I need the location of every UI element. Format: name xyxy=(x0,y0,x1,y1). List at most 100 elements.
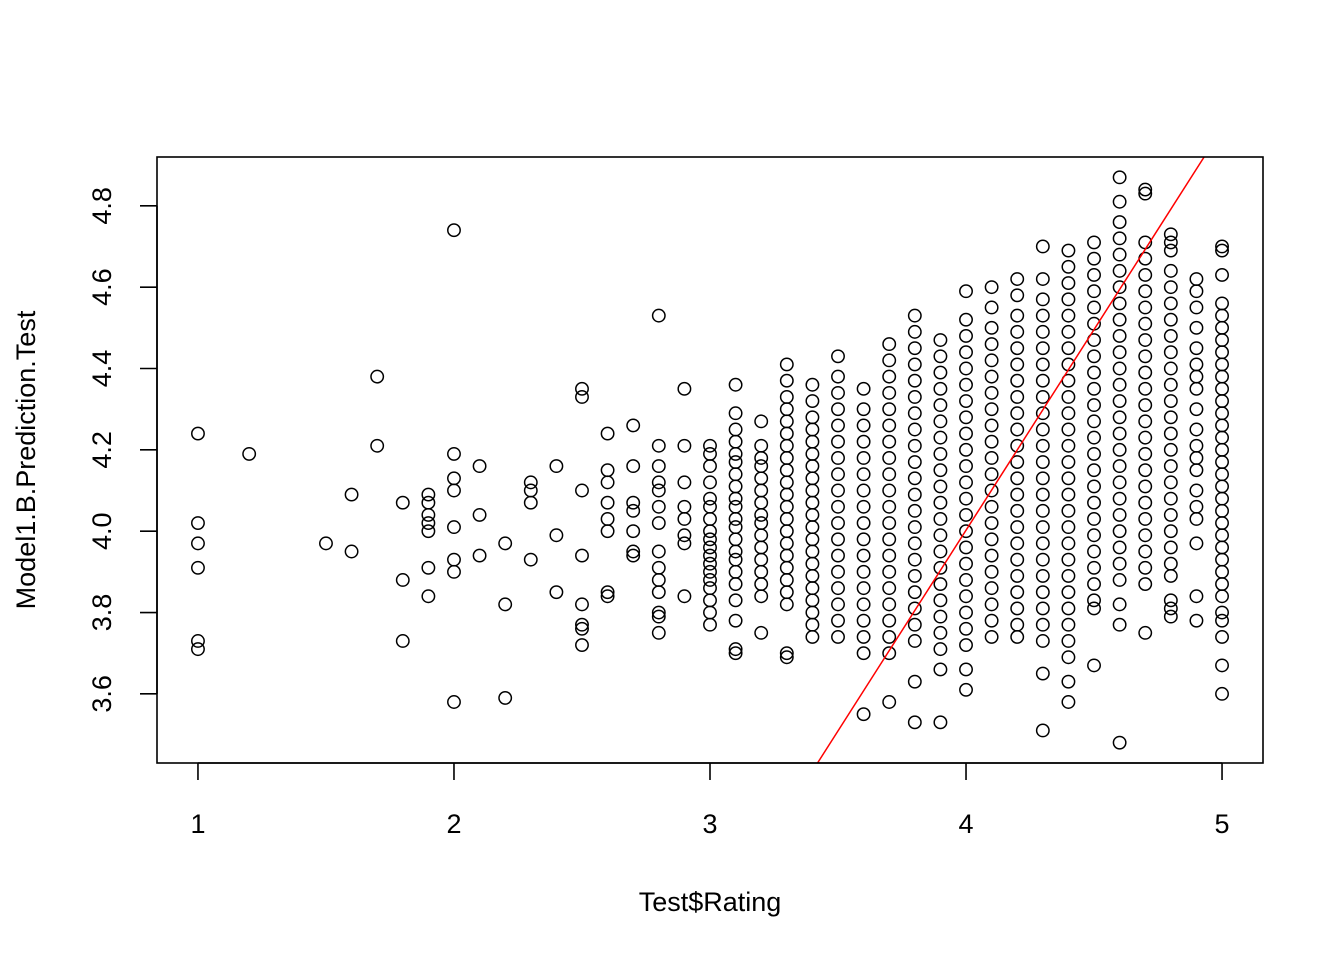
data-point xyxy=(907,715,922,730)
data-point xyxy=(1087,365,1101,380)
data-point xyxy=(1189,357,1204,372)
data-point xyxy=(1138,528,1153,543)
data-point xyxy=(1112,426,1127,441)
data-point xyxy=(1112,410,1127,425)
data-point xyxy=(1112,735,1127,750)
data-point xyxy=(1163,394,1178,408)
data-point xyxy=(984,418,999,433)
data-point xyxy=(1138,495,1153,510)
data-point xyxy=(549,459,564,474)
data-point xyxy=(779,650,794,665)
data-point xyxy=(651,475,666,490)
data-point xyxy=(1163,556,1178,571)
data-point xyxy=(856,418,871,433)
data-point xyxy=(1035,568,1050,583)
data-point xyxy=(754,471,769,486)
data-point xyxy=(1035,520,1050,535)
data-point xyxy=(1061,308,1076,323)
data-point xyxy=(1035,455,1050,469)
data-point xyxy=(907,617,922,632)
data-point xyxy=(754,483,769,498)
data-point xyxy=(472,548,487,563)
data-point xyxy=(882,483,897,498)
data-point xyxy=(1163,280,1178,295)
data-point xyxy=(728,467,743,482)
data-point xyxy=(728,552,743,567)
y-tick-label: 4.2 xyxy=(87,431,117,469)
data-point xyxy=(984,499,999,514)
data-point xyxy=(907,487,922,502)
data-point xyxy=(1138,333,1153,347)
data-point xyxy=(831,597,845,612)
data-point xyxy=(1010,288,1025,303)
data-point xyxy=(754,438,769,453)
data-point xyxy=(933,333,948,347)
data-point xyxy=(600,512,615,526)
data-point xyxy=(1010,373,1025,388)
data-point xyxy=(984,564,999,579)
data-point xyxy=(1035,292,1050,307)
y-axis-label: Model1.B.Prediction.Test xyxy=(11,310,41,609)
data-point xyxy=(626,418,641,433)
data-point xyxy=(1010,324,1025,339)
data-point xyxy=(1112,377,1127,392)
data-point xyxy=(370,438,385,453)
data-point xyxy=(856,646,871,661)
data-point xyxy=(1138,430,1153,445)
data-point xyxy=(1138,625,1153,640)
data-point xyxy=(805,422,820,437)
data-point xyxy=(907,438,922,453)
data-point xyxy=(907,324,922,339)
data-point xyxy=(1010,390,1025,404)
data-point xyxy=(907,520,922,535)
data-point xyxy=(882,353,897,368)
data-point xyxy=(1035,341,1050,356)
data-point xyxy=(703,605,717,620)
data-point xyxy=(1010,308,1025,323)
data-point xyxy=(1215,455,1229,469)
data-point xyxy=(882,564,897,579)
data-point xyxy=(907,455,922,469)
data-point xyxy=(651,573,666,587)
data-point xyxy=(728,434,743,449)
data-point xyxy=(856,564,871,579)
data-point xyxy=(1189,341,1204,356)
data-point xyxy=(754,459,769,474)
data-point xyxy=(1061,471,1076,486)
data-point xyxy=(933,414,948,429)
data-point xyxy=(728,446,743,461)
data-point xyxy=(856,548,871,563)
data-point xyxy=(319,536,333,551)
data-point xyxy=(1112,540,1127,555)
data-point xyxy=(703,475,717,490)
x-axis-label: Test$Rating xyxy=(639,887,782,917)
data-point xyxy=(907,536,922,551)
data-point xyxy=(907,568,922,583)
data-point xyxy=(933,512,948,526)
data-point xyxy=(1163,377,1178,392)
data-point xyxy=(831,402,845,417)
data-point xyxy=(984,337,999,352)
data-point xyxy=(1061,292,1076,307)
data-point xyxy=(1138,463,1153,478)
data-point xyxy=(1061,487,1076,502)
data-point xyxy=(1138,544,1153,559)
data-point xyxy=(1189,536,1204,551)
data-point xyxy=(984,597,999,612)
data-point xyxy=(856,499,871,514)
data-point xyxy=(1112,215,1127,230)
points-layer xyxy=(191,170,1229,750)
data-point xyxy=(1010,552,1025,567)
data-point xyxy=(1010,503,1025,518)
data-point xyxy=(1112,597,1127,612)
data-point xyxy=(600,463,615,478)
data-point xyxy=(1189,451,1204,465)
data-point xyxy=(1112,194,1127,209)
data-point xyxy=(728,491,743,506)
data-point xyxy=(1138,577,1153,591)
data-point xyxy=(984,353,999,368)
data-point xyxy=(728,520,743,535)
data-point xyxy=(1215,516,1229,530)
data-point xyxy=(1163,507,1178,522)
data-point xyxy=(1163,593,1178,608)
